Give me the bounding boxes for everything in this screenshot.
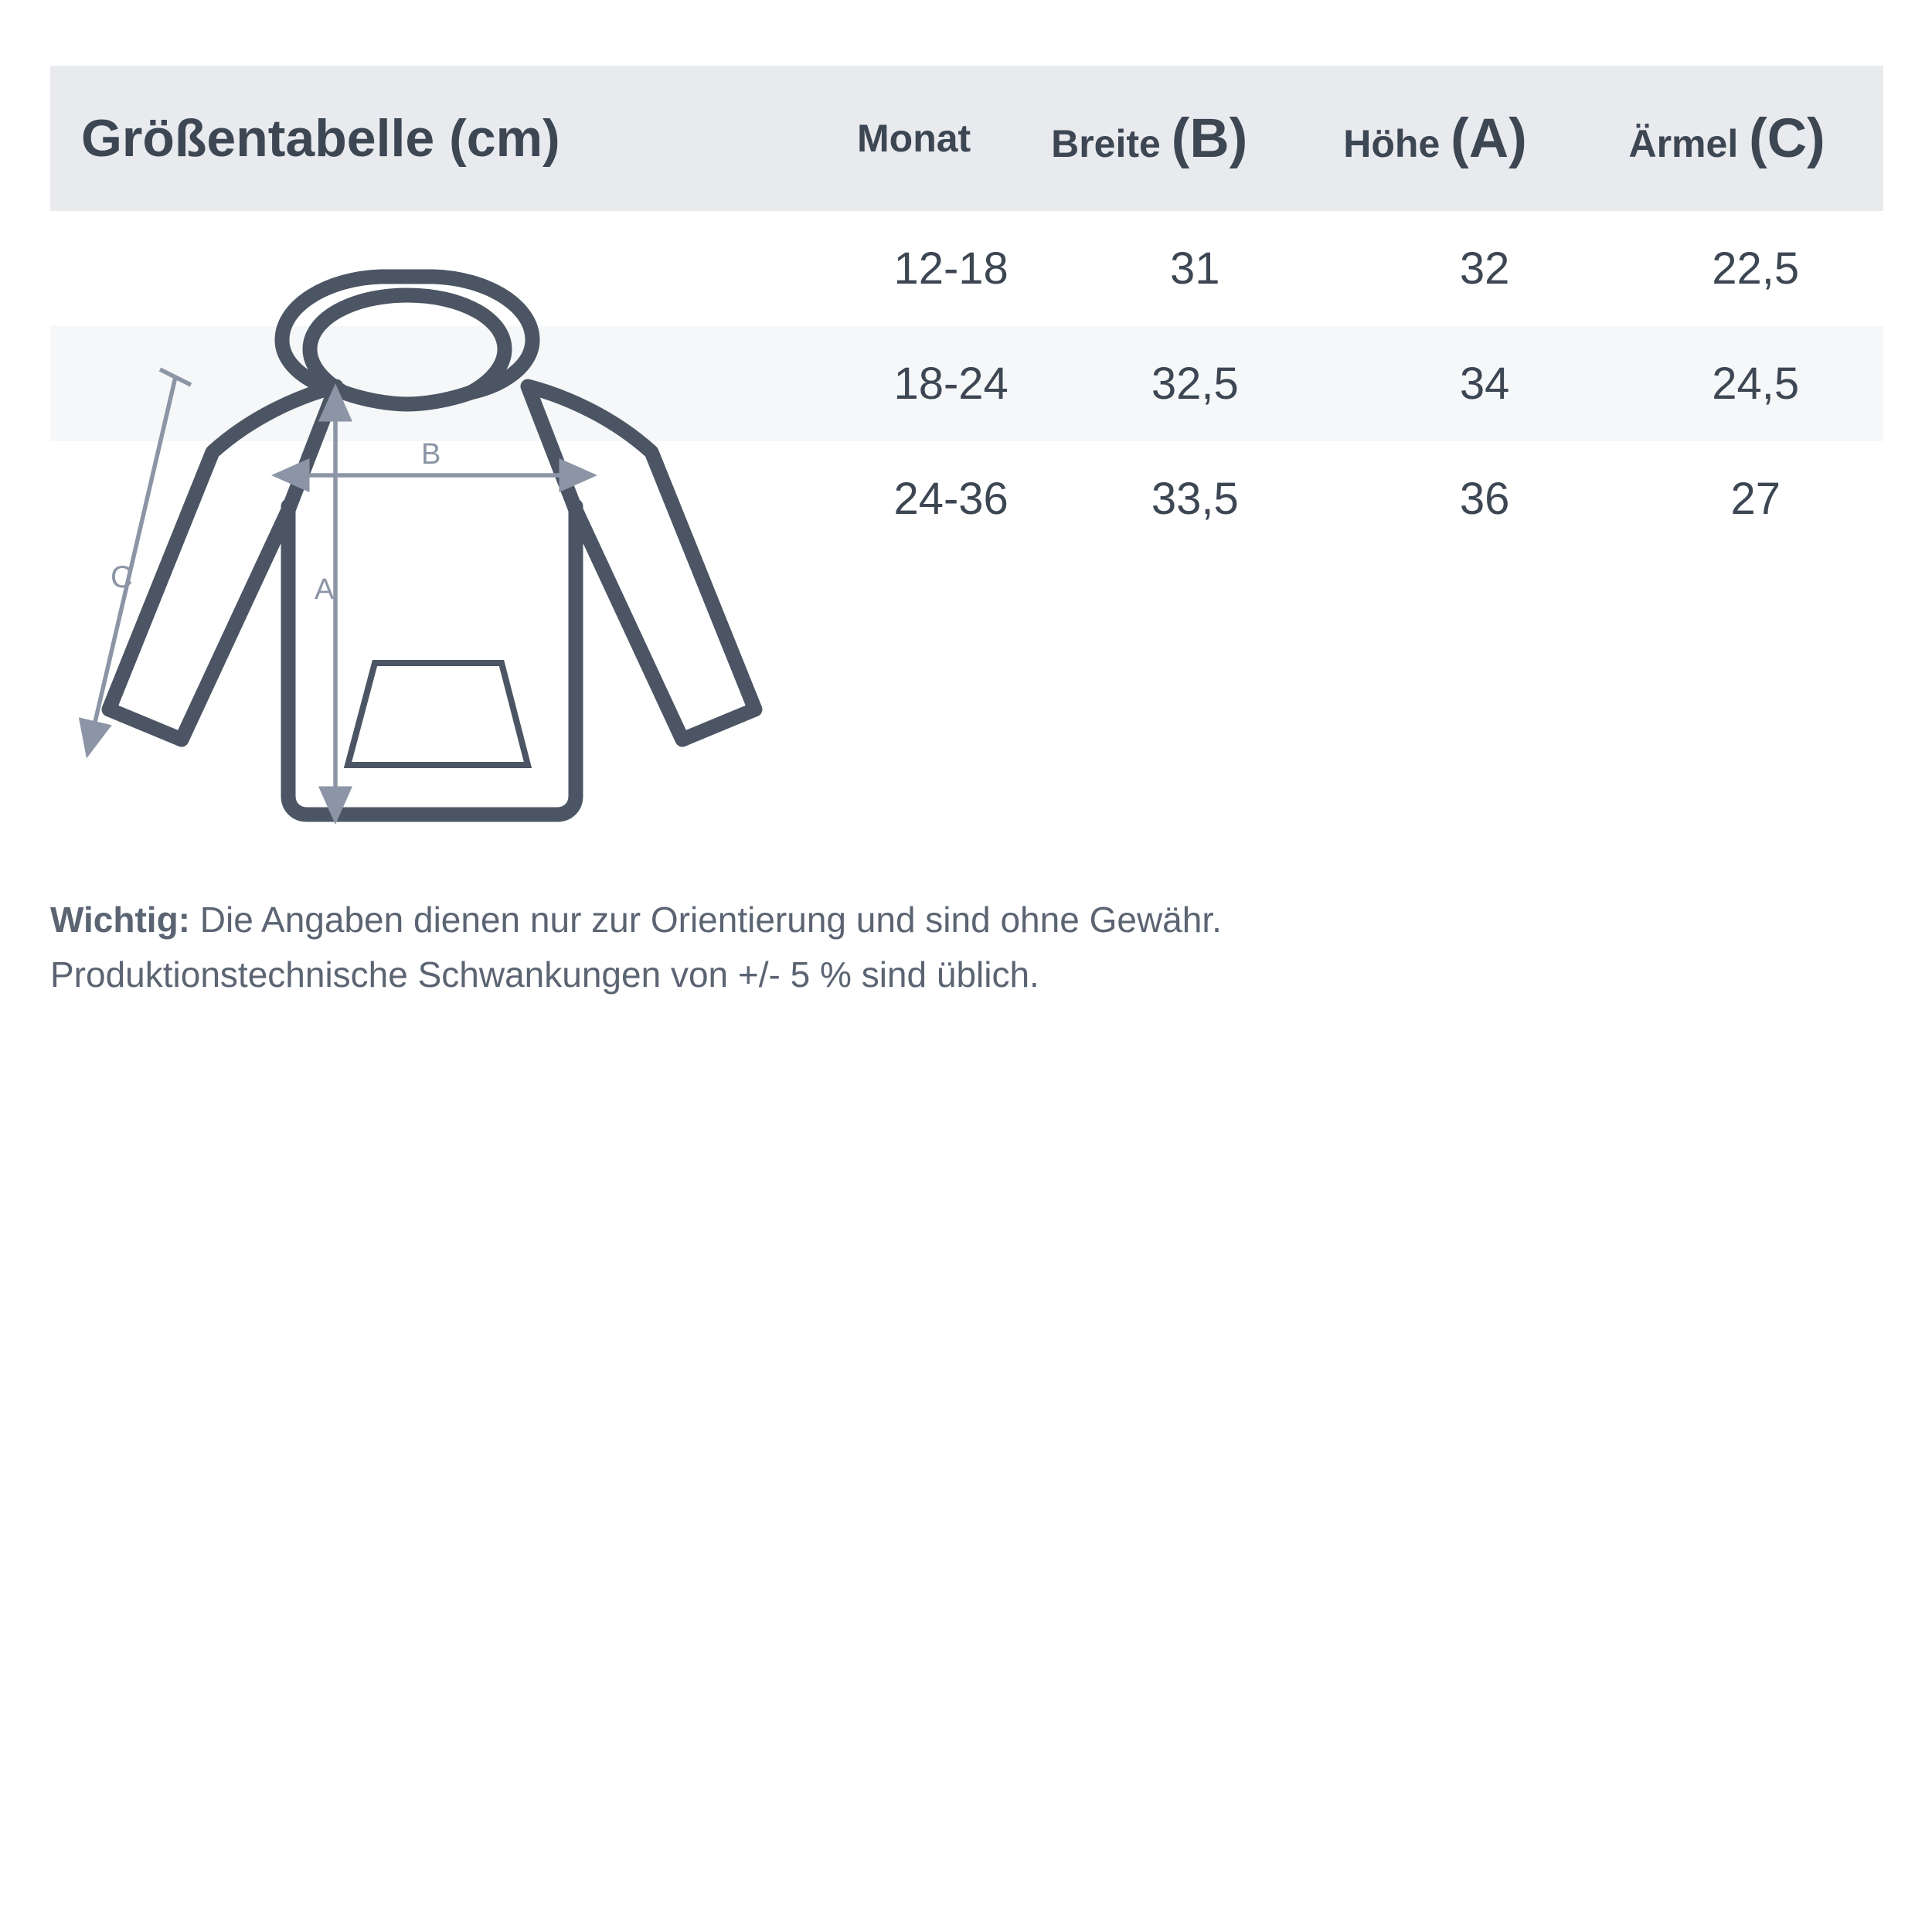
svg-text:A: A: [315, 573, 335, 606]
svg-text:C: C: [111, 560, 133, 594]
svg-text:B: B: [421, 438, 440, 471]
